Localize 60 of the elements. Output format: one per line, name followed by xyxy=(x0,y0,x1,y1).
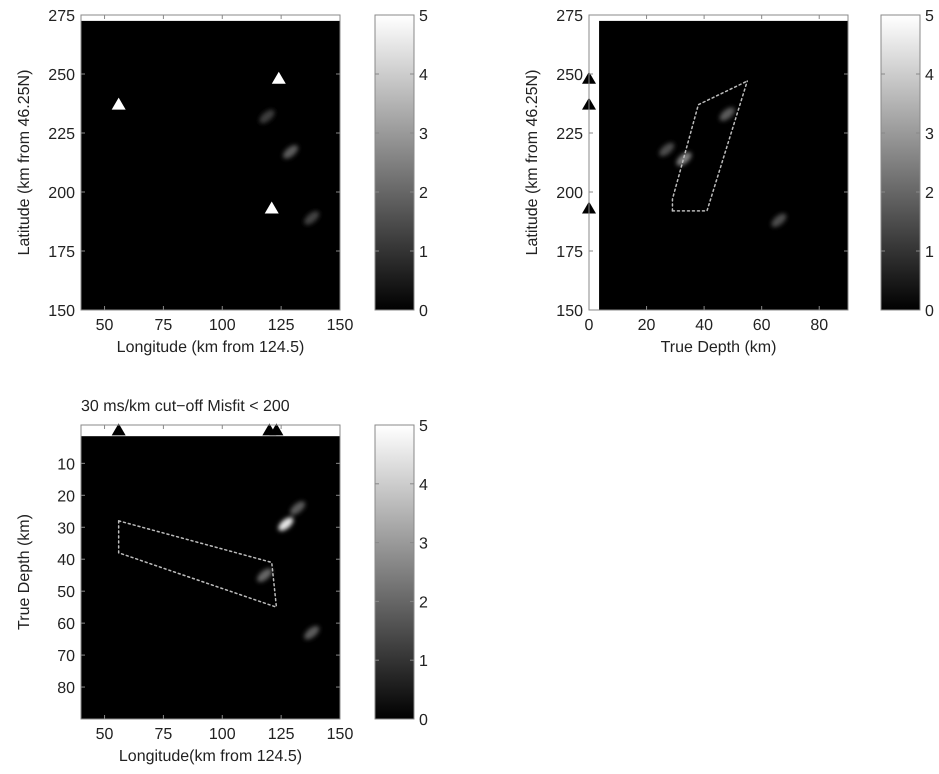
y-tick-label: 175 xyxy=(556,244,584,261)
color-bar-label: 3 xyxy=(419,536,428,553)
color-bar-label: 5 xyxy=(419,8,428,25)
y-tick-label: 175 xyxy=(48,244,76,261)
y-tick-label: 150 xyxy=(48,303,76,320)
color-bar-label: 3 xyxy=(925,126,934,143)
color-bar-label: 2 xyxy=(419,594,428,612)
x-tick-label: 50 xyxy=(96,317,114,334)
x-axis-title: Longitude(km from 124.5) xyxy=(118,748,302,765)
y-tick-label: 225 xyxy=(48,126,76,143)
color-bar-label: 0 xyxy=(419,712,428,729)
color-bar-label: 2 xyxy=(925,185,934,202)
y-tick-label: 200 xyxy=(48,185,76,202)
y-tick-label: 70 xyxy=(57,648,76,666)
y-tick-label: 10 xyxy=(57,456,76,474)
x-tick-label: 125 xyxy=(268,317,295,334)
y-tick-label: 50 xyxy=(57,584,76,602)
color-bar-label: 0 xyxy=(419,303,428,320)
y-tick-label: 40 xyxy=(57,552,76,570)
x-tick-label: 20 xyxy=(638,317,656,334)
y-axis-title: Latitude (km from 46.25N) xyxy=(16,70,33,256)
y-axis-title: Latitude (km from 46.25N) xyxy=(524,70,541,256)
x-tick-label: 150 xyxy=(326,317,354,334)
x-tick-label: 100 xyxy=(208,317,236,334)
x-axis-title: True Depth (km) xyxy=(660,339,776,356)
x-tick-label: 125 xyxy=(268,726,295,743)
x-tick-label: 50 xyxy=(96,726,114,743)
y-tick-label: 80 xyxy=(57,680,76,698)
x-tick-label: 60 xyxy=(752,317,771,334)
y-tick-label: 20 xyxy=(57,488,76,506)
y-tick-label: 200 xyxy=(556,185,584,202)
x-tick-label: 40 xyxy=(695,317,714,334)
color-bar-label: 5 xyxy=(925,8,934,25)
x-tick-label: 75 xyxy=(154,726,172,743)
color-bar-label: 4 xyxy=(419,67,428,84)
x-tick-label: 150 xyxy=(326,726,354,743)
color-bar-label: 4 xyxy=(419,476,428,494)
y-tick-label: 60 xyxy=(57,616,76,634)
color-bar-label: 0 xyxy=(925,303,934,320)
y-tick-label: 225 xyxy=(556,126,584,143)
color-bar-label: 3 xyxy=(419,126,428,143)
x-tick-label: 0 xyxy=(584,317,594,334)
color-bar-label: 1 xyxy=(419,653,428,670)
y-tick-label: 150 xyxy=(556,303,584,320)
x-tick-label: 75 xyxy=(154,317,172,334)
color-bar-label: 5 xyxy=(419,418,428,435)
x-tick-label: 100 xyxy=(208,726,236,743)
y-tick-label: 30 xyxy=(57,520,76,538)
y-tick-label: 250 xyxy=(48,67,76,84)
y-axis-title: True Depth (km) xyxy=(16,514,33,630)
color-bar-label: 2 xyxy=(419,185,428,202)
x-tick-label: 80 xyxy=(810,317,828,334)
y-tick-label: 250 xyxy=(556,67,584,84)
y-tick-label: 275 xyxy=(556,8,584,25)
color-bar-label: 4 xyxy=(925,67,934,84)
x-axis-title: Longitude (km from 124.5) xyxy=(116,339,304,356)
color-bar-label: 1 xyxy=(419,244,428,261)
y-tick-label: 275 xyxy=(48,8,76,25)
chart-title: 30 ms/km cut−off Misfit < 200 xyxy=(81,398,290,415)
color-bar-label: 1 xyxy=(925,244,934,261)
